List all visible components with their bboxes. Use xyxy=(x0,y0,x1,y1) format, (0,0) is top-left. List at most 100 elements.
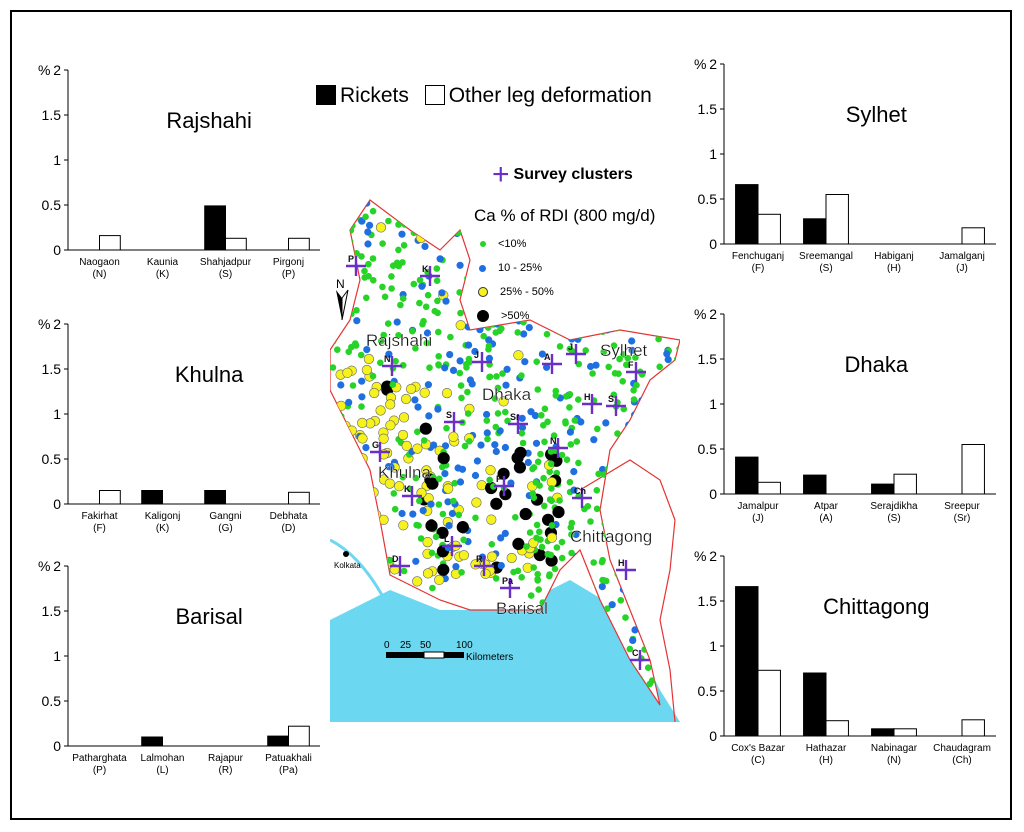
map-dot-393 xyxy=(420,317,427,325)
x-tick-label: Jamalganj xyxy=(939,251,985,262)
map-dot-134 xyxy=(424,381,432,389)
map-dot-295 xyxy=(523,543,530,550)
map-dot-178 xyxy=(358,403,365,410)
map-dot-335 xyxy=(433,277,441,284)
map-dot-513 xyxy=(471,347,479,356)
scale-tick-0: 0 xyxy=(384,640,390,651)
map-dot-547 xyxy=(533,358,540,365)
map-dot-48 xyxy=(419,507,427,515)
map-dot-535 xyxy=(600,348,608,356)
y-tick-label: 0.5 xyxy=(42,197,62,213)
map-dot-501 xyxy=(550,432,558,439)
map-dot-329 xyxy=(398,230,406,238)
map-dot-155 xyxy=(456,369,464,377)
survey-cluster-14 xyxy=(494,476,514,496)
survey-cluster-legend: + Survey clusters xyxy=(492,158,633,192)
bar-other-leg-deformation-sreepur xyxy=(961,444,985,495)
map-dot-396 xyxy=(376,359,384,367)
survey-cluster-label-17: D xyxy=(392,554,399,564)
chart-title-khulna: Khulna xyxy=(175,362,244,387)
map-dot-210 xyxy=(471,497,482,508)
map-dot-645 xyxy=(480,332,487,340)
map-dot-646 xyxy=(592,361,600,369)
map-dot-101 xyxy=(358,377,366,385)
survey-cluster-label-19: Pa xyxy=(502,576,514,586)
map-dot-601 xyxy=(534,386,542,393)
map-dot-407 xyxy=(364,240,372,248)
x-tick-label: Sreepur xyxy=(944,501,980,512)
bar-legend: Rickets Other leg deformation xyxy=(316,84,662,108)
map-dot-582 xyxy=(518,372,525,379)
map-dot-512 xyxy=(493,373,500,380)
map-dot-482 xyxy=(483,417,491,424)
map-dot-461 xyxy=(435,362,442,369)
map-dot-301 xyxy=(485,465,496,476)
map-dot-437 xyxy=(365,260,372,268)
map-dot-287 xyxy=(480,568,491,579)
map-dot-844 xyxy=(644,664,652,672)
map-dot-76 xyxy=(369,372,377,380)
survey-cluster-label-10: Sr xyxy=(510,412,520,422)
map-dot-160 xyxy=(448,431,459,442)
map-dot-545 xyxy=(464,388,471,396)
map-dot-119 xyxy=(358,393,366,401)
legend-label-rickets: Rickets xyxy=(340,84,409,107)
map-dot-237 xyxy=(428,549,436,557)
legend-swatch-other xyxy=(424,85,445,105)
x-tick-code: (H) xyxy=(887,263,901,274)
bar-rickets-serajdikha xyxy=(871,483,895,495)
map-dot-427 xyxy=(381,293,389,301)
y-tick-label: 1 xyxy=(709,146,717,162)
bar-rickets-kaligonj xyxy=(141,490,163,505)
map-dot-481 xyxy=(544,418,551,426)
calcium-class-3: 25% - 50% xyxy=(474,280,655,304)
map-dot-425 xyxy=(399,295,407,302)
map-dot-486 xyxy=(491,395,499,402)
map-dot-211 xyxy=(540,474,547,482)
map-dot-451 xyxy=(389,262,397,269)
map-dot-436 xyxy=(423,329,432,337)
x-tick-code: (D) xyxy=(282,523,296,534)
map-dot-181 xyxy=(349,382,357,389)
map-dot-835 xyxy=(532,479,540,486)
map-dot-159 xyxy=(398,520,409,531)
x-tick-label: Kaligonj xyxy=(145,511,181,522)
legend-label-other: Other leg deformation xyxy=(448,84,652,107)
map-dot-296 xyxy=(445,522,453,530)
map-dot-866 xyxy=(548,522,556,529)
x-tick-code: (Pa) xyxy=(279,765,298,776)
river-west xyxy=(330,538,392,611)
map-dot-424 xyxy=(385,217,392,225)
map-dot-581 xyxy=(519,439,527,447)
map-dot-244 xyxy=(456,478,465,486)
dot-green-icon xyxy=(480,241,486,248)
map-dot-17 xyxy=(411,396,419,404)
bar-rickets-atpar xyxy=(803,474,827,495)
map-dot-838 xyxy=(584,502,592,510)
map-dot-363 xyxy=(412,345,419,352)
map-division-sylhet: Sylhet xyxy=(600,341,648,360)
north-label: N xyxy=(336,277,345,291)
scale-unit: Kilometers xyxy=(466,652,513,663)
map-dot-634 xyxy=(494,384,502,392)
map-dot-243 xyxy=(497,534,505,542)
map-dot-596 xyxy=(458,394,465,402)
map-dot-391 xyxy=(369,255,377,262)
y-tick-label: 0.5 xyxy=(42,693,62,709)
map-dot-346 xyxy=(393,318,401,326)
map-dot-91 xyxy=(400,393,412,405)
map-dot-104 xyxy=(385,399,396,410)
map-dot-309 xyxy=(446,351,454,359)
x-tick-code: (R) xyxy=(219,765,233,776)
chart-title-sylhet: Sylhet xyxy=(846,102,907,127)
map-dot-136 xyxy=(420,437,428,444)
map-dot-139 xyxy=(417,535,425,542)
map-dot-610 xyxy=(518,430,526,437)
map-dot-34 xyxy=(443,424,450,432)
y-tick-label: 1.5 xyxy=(42,361,62,377)
map-dot-731 xyxy=(533,521,541,529)
map-dot-314 xyxy=(435,328,442,336)
map-dot-145 xyxy=(401,440,412,451)
y-tick-label: 1 xyxy=(53,406,61,422)
bar-other-leg-deformation-hathazar xyxy=(825,720,849,737)
